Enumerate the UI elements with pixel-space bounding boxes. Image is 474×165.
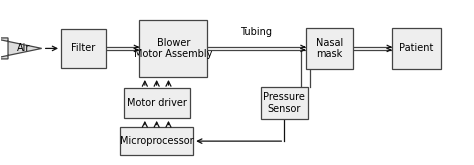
- Bar: [124, 88, 190, 118]
- Text: Tubing: Tubing: [240, 27, 273, 37]
- Text: Blower
Motor Assembly: Blower Motor Assembly: [134, 38, 212, 59]
- Text: Patient: Patient: [400, 43, 434, 53]
- Text: Filter: Filter: [71, 43, 96, 53]
- Polygon shape: [0, 38, 42, 59]
- Text: Motor driver: Motor driver: [127, 98, 187, 108]
- Text: Microprocessor: Microprocessor: [120, 136, 193, 146]
- Bar: [120, 128, 193, 155]
- Bar: [392, 28, 441, 69]
- Text: Air: Air: [17, 43, 30, 53]
- Text: Pressure
Sensor: Pressure Sensor: [264, 92, 305, 114]
- Text: Nasal
mask: Nasal mask: [316, 38, 343, 59]
- Bar: [306, 28, 353, 69]
- Bar: [261, 87, 308, 119]
- Bar: [139, 20, 208, 77]
- Bar: [61, 29, 106, 67]
